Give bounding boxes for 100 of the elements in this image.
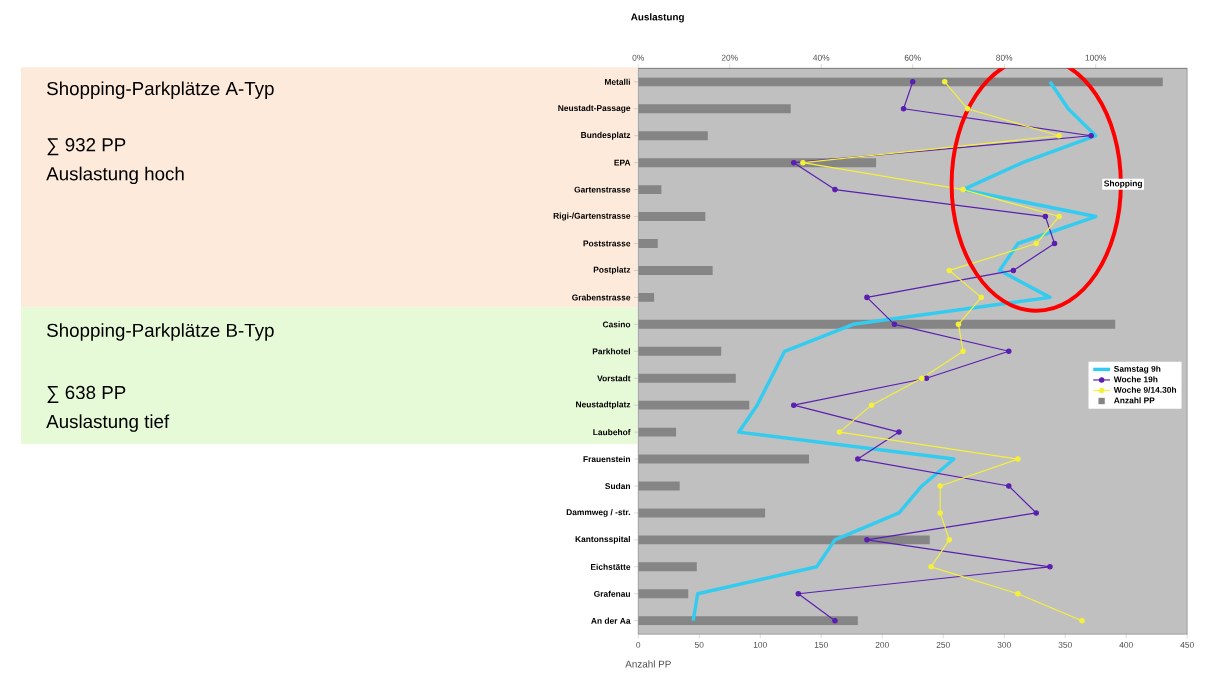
point [964, 106, 971, 112]
x2-axis-title: Auslastung [630, 13, 684, 23]
point [1056, 213, 1062, 220]
text: Auslastung hoch [46, 166, 184, 185]
point [978, 294, 985, 301]
point [937, 483, 943, 489]
point [919, 375, 925, 382]
point [864, 294, 870, 301]
point [923, 375, 930, 382]
bar [638, 535, 930, 545]
bar [638, 616, 858, 626]
y-tick-label: Grabenstrasse [572, 294, 631, 301]
y-tick-label: Neustadt-Passage [558, 104, 631, 113]
point [1079, 618, 1085, 624]
bar [638, 266, 713, 276]
point [1006, 348, 1012, 355]
y-tick-label: Neustadtplatz [576, 401, 631, 410]
y-tick-label: EPA [614, 159, 631, 166]
x-tick-label: 450 [1180, 642, 1194, 648]
point [832, 618, 838, 624]
y-tick-label: Frauenstein [583, 456, 630, 463]
x-tick-label: 150 [814, 642, 828, 648]
bar [638, 589, 689, 599]
point [941, 79, 948, 85]
point [928, 564, 934, 570]
y-tick-label: Metalli [604, 78, 630, 86]
bar [638, 427, 677, 437]
point [960, 186, 966, 193]
y-tick-label: Laubehof [593, 429, 631, 436]
point [800, 160, 806, 166]
point [1047, 564, 1053, 570]
x2-tick-label: 100% [1085, 54, 1107, 61]
bar [638, 373, 736, 383]
x-tick-label: 200 [875, 642, 889, 648]
point [795, 591, 802, 597]
text: Shopping-Parkplätze B-Typ [47, 323, 274, 341]
y-tick-label: Gartenstrasse [574, 186, 631, 193]
y-tick-label: Parkhotel [592, 348, 630, 355]
y-tick-label: Dammweg / -str. [566, 509, 630, 517]
point [946, 537, 953, 543]
legend-label: Samstag 9h [1114, 365, 1161, 374]
point [960, 348, 966, 355]
point [909, 79, 916, 85]
point [1051, 240, 1058, 247]
bar [638, 293, 655, 302]
y-tick-label: Bundesplatz [581, 131, 631, 140]
bar [638, 562, 697, 572]
y-tick-label: Casino [602, 321, 631, 328]
point [1015, 591, 1021, 597]
point [937, 510, 943, 516]
point [1015, 456, 1021, 462]
bar [638, 508, 766, 518]
bar [638, 185, 662, 195]
y-tick-label: Poststrasse [583, 240, 631, 247]
bar [638, 239, 658, 249]
point [1056, 133, 1062, 139]
y-tick-label: Sudan [605, 483, 630, 490]
x-tick-label: 350 [1058, 642, 1072, 648]
point [1042, 213, 1049, 220]
x2-tick-label: 20% [721, 54, 738, 61]
bar [638, 454, 810, 464]
bar [638, 212, 706, 222]
x2-tick-label: 40% [813, 54, 830, 61]
x-tick-label: 50 [694, 642, 704, 648]
point [832, 186, 838, 193]
point [790, 160, 797, 166]
bar [638, 400, 750, 410]
point [1033, 510, 1040, 516]
point [1088, 133, 1094, 139]
point [864, 537, 870, 543]
point [1033, 240, 1040, 247]
text: ∑ 932 PP [47, 138, 126, 156]
bar [638, 158, 877, 168]
text: Shopping-Parkplätze A-Typ [47, 81, 274, 100]
point [900, 106, 907, 112]
bar [638, 104, 791, 114]
legend-label: Anzahl PP [1113, 397, 1155, 404]
point [955, 321, 962, 328]
y-tick-label: Vorstadt [597, 375, 631, 382]
y-tick-label: Kantonsspital [575, 536, 630, 544]
point [1006, 483, 1012, 489]
x2-tick-label: 0% [632, 54, 644, 61]
point [790, 402, 797, 409]
point [891, 321, 898, 328]
text: Auslastung tief [46, 414, 170, 432]
bar [638, 346, 722, 356]
x-tick-label: 400 [1119, 642, 1133, 648]
bar [638, 320, 1116, 329]
x2-tick-label: 80% [996, 54, 1013, 61]
y-tick-label: Grafenau [594, 590, 630, 597]
point [946, 267, 953, 274]
x-tick-label: 100 [753, 642, 767, 648]
x-tick-label: 250 [936, 642, 950, 648]
bar [638, 131, 708, 141]
x-tick-label: 300 [997, 642, 1011, 648]
y-tick-label: Postplatz [593, 266, 631, 275]
y-tick-label: An der Aa [591, 617, 631, 624]
point [896, 429, 902, 436]
x-axis-title: Anzahl PP [625, 660, 671, 668]
point [1010, 267, 1017, 274]
